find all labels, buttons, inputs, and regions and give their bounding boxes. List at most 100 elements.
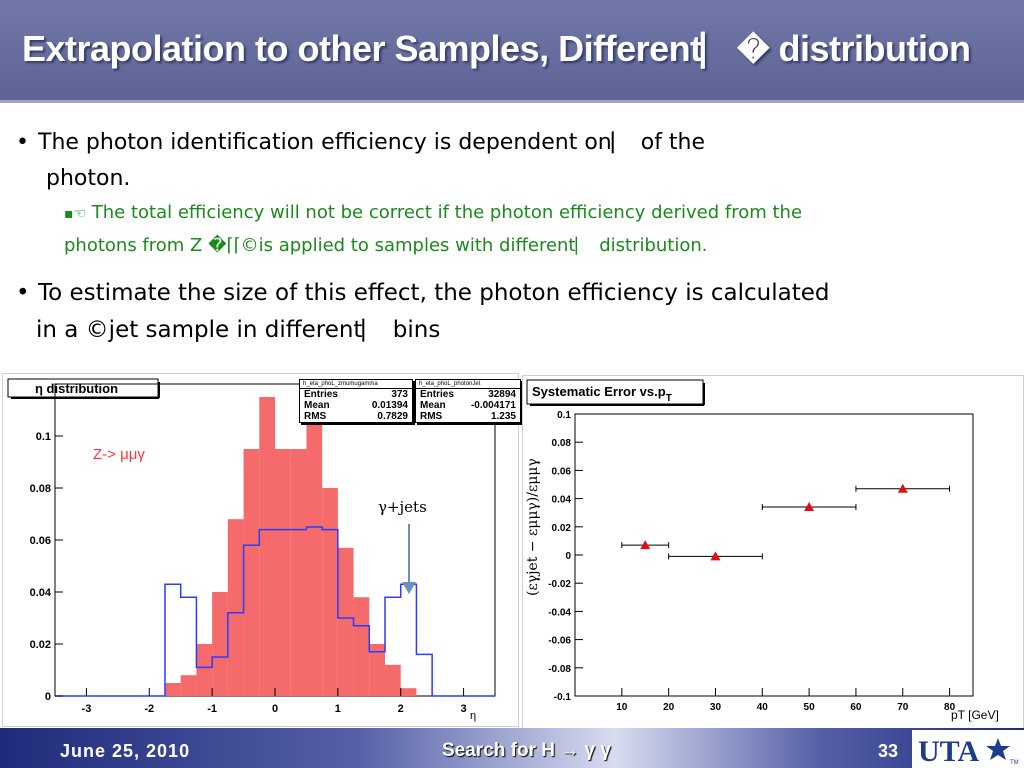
eta-distribution-plot: η distribution -3 -2 -1 0 1 2 3 0 0.02 0.04 0.06 0.… — [2, 373, 521, 727]
zmmg-bar — [306, 423, 323, 696]
eta-xtick-label: -1 — [207, 703, 217, 715]
zmmg-bar — [337, 547, 354, 696]
systematic-error-plot: Systematic Error vs.pT -0.1 -0.08 -0.06 -0.… — [522, 375, 1024, 729]
stat-label: Entries — [304, 389, 338, 400]
eta-ytick-label: 0.06 — [30, 535, 51, 547]
zmmg-bar — [243, 449, 260, 696]
gammajets-arrowhead-icon — [402, 582, 416, 594]
eta-xtick-label: 1 — [335, 703, 341, 715]
bullet-2-line1: To estimate the size of this effect, the… — [38, 280, 830, 306]
sub-bullet-line1: The total efficiency will not be correct… — [91, 202, 803, 223]
eta-ytick-label: 0.1 — [36, 431, 51, 443]
stat-label: Entries — [420, 389, 454, 400]
syst-xtick-label: 70 — [897, 702, 909, 713]
stat-value: 1.235 — [490, 411, 516, 422]
syst-xtick-label: 10 — [616, 702, 628, 713]
stat-label: RMS — [304, 411, 327, 422]
stat-value: 0.7829 — [377, 411, 408, 422]
syst-xtick-label: 80 — [944, 702, 956, 713]
zmmg-bar — [227, 519, 244, 696]
page-number: 33 — [878, 741, 899, 761]
stat-label: RMS — [420, 411, 443, 422]
statbox-photonjet: h_eta_phoL_photonJet Entries 32894 Mean -0… — [415, 379, 521, 423]
stat-value: -0.004171 — [470, 400, 516, 411]
bullet-2-line2: in a ©jet sample in different⎸ bins — [36, 317, 441, 343]
zmmg-bar — [353, 597, 370, 696]
syst-xtick-label: 40 — [757, 702, 769, 713]
syst-xtick-label: 20 — [663, 702, 675, 713]
syst-xtick-label: 60 — [850, 702, 862, 713]
label-zmmg: Z-> μμγ — [93, 446, 145, 463]
syst-point-triangle-icon — [640, 540, 651, 550]
syst-point-triangle-icon — [897, 483, 908, 493]
eta-xtick-label: 0 — [272, 703, 278, 715]
syst-xlabel: pT [GeV] — [951, 708, 999, 722]
systematic-error-svg: Systematic Error vs.pT -0.1 -0.08 -0.06 -0.… — [525, 379, 999, 722]
stat-value: 373 — [391, 389, 408, 400]
syst-ytick-label: 0.04 — [552, 495, 572, 506]
logo-tm: TM — [1010, 760, 1019, 766]
slide-title: Extrapolation to other Samples, Differen… — [22, 28, 971, 69]
bullet-2: • To estimate the size of this effect, th… — [16, 275, 976, 349]
syst-ytick-label: 0.06 — [552, 466, 572, 477]
statbox-zmumugamma: h_eta_phoL_zmumugamma Entries 373 Mean 0.0… — [299, 379, 413, 423]
uta-logo-icon: UTA TM — [912, 730, 1024, 768]
eta-histogram-svg: η distribution -3 -2 -1 0 1 2 3 0 0.02 0.04 0.06 0.… — [7, 378, 496, 722]
eta-xlabel: η — [470, 710, 476, 722]
syst-ylabel: (εγjet − εμμγ)/εμμγ — [525, 458, 541, 596]
zmmg-bar — [400, 688, 417, 696]
syst-plot-title-sub: T — [666, 393, 672, 404]
zmmg-bar — [212, 592, 228, 696]
eta-ytick-label: 0.02 — [30, 639, 51, 651]
eta-xtick-label: -2 — [144, 703, 154, 715]
footer-date: June 25, 2010 — [60, 741, 191, 761]
zmmg-bar — [165, 683, 181, 696]
sub-bullet: ▪☜ The total efficiency will not be corr… — [64, 197, 964, 261]
syst-xtick-label: 30 — [710, 702, 722, 713]
syst-ytick-label: 0.1 — [557, 410, 571, 421]
logo-text: UTA — [918, 735, 979, 768]
bullet-1: • The photon identification efficiency is… — [16, 123, 876, 199]
syst-xtick-label: 50 — [804, 702, 816, 713]
bullet-1-line1: The photon identification efficiency is … — [38, 130, 706, 155]
syst-ytick-label: -0.06 — [548, 636, 571, 647]
footer-title: Search for H → γ γ — [442, 740, 611, 761]
zmmg-bar — [275, 449, 291, 696]
syst-ytick-label: 0.02 — [552, 523, 572, 534]
zmmg-bar — [290, 449, 307, 696]
footer-bar — [0, 728, 1024, 768]
syst-point-triangle-icon — [804, 502, 815, 512]
bullet-marker: • — [16, 130, 29, 155]
zmmg-bar — [180, 675, 197, 696]
zmmg-bar — [322, 488, 338, 696]
sub-bullet-line2: photons from Z �⌈⌈©is applied to samples… — [64, 235, 708, 256]
syst-ytick-label: 0 — [565, 551, 571, 562]
statbox-header: h_eta_phoL_zmumugamma — [300, 380, 412, 389]
stat-value: 32894 — [488, 389, 516, 400]
syst-plot-title: Systematic Error vs.p — [532, 384, 666, 399]
bullet-1-line2: photon. — [46, 166, 131, 191]
syst-ytick-label: -0.02 — [548, 579, 571, 590]
statbox-header: h_eta_phoL_photonJet — [416, 380, 520, 389]
syst-ytick-label: -0.1 — [554, 692, 572, 703]
sub-bullet-marker-icon: ▪☜ — [64, 206, 87, 222]
syst-title-group: Systematic Error vs.pT — [532, 384, 672, 404]
bullet-marker: • — [16, 280, 30, 306]
syst-title-box — [526, 379, 704, 405]
eta-ytick-label: 0 — [45, 691, 51, 703]
eta-xtick-label: 3 — [461, 703, 467, 715]
zmmg-bar — [385, 664, 401, 696]
syst-ytick-label: 0.08 — [552, 438, 572, 449]
title-bar: Extrapolation to other Samples, Differen… — [0, 0, 1024, 103]
eta-xtick-label: 2 — [398, 703, 404, 715]
stat-label: Mean — [304, 400, 330, 411]
zmmg-bar — [196, 644, 213, 696]
eta-plot-title: η distribution — [35, 381, 118, 396]
syst-plot-frame — [574, 413, 974, 697]
eta-xtick-label: -3 — [82, 703, 92, 715]
label-gammajets: γ+jets — [378, 498, 427, 516]
stat-label: Mean — [420, 400, 446, 411]
syst-ytick-label: -0.04 — [548, 607, 571, 618]
zmmg-bar — [369, 644, 385, 696]
zmmg-bar — [259, 397, 275, 696]
